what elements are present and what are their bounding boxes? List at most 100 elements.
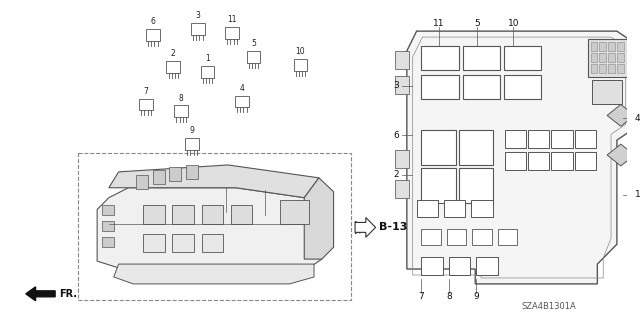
Bar xyxy=(201,66,214,78)
Bar xyxy=(459,130,493,165)
Text: 9: 9 xyxy=(189,126,195,135)
Polygon shape xyxy=(355,218,376,237)
Text: 7: 7 xyxy=(419,292,424,301)
Bar xyxy=(608,64,615,73)
Bar xyxy=(463,46,500,70)
Bar xyxy=(172,204,194,225)
Bar xyxy=(102,221,114,231)
Bar xyxy=(608,42,615,51)
Bar xyxy=(166,61,180,73)
Polygon shape xyxy=(607,144,634,166)
Bar xyxy=(422,130,456,165)
Bar xyxy=(172,234,194,252)
Bar xyxy=(599,42,606,51)
Bar xyxy=(608,53,615,62)
Text: 11: 11 xyxy=(433,19,445,28)
Bar xyxy=(395,150,409,168)
Bar xyxy=(202,234,223,252)
Text: 10: 10 xyxy=(296,47,305,56)
Bar xyxy=(447,229,467,245)
Bar xyxy=(552,130,573,148)
Text: 2: 2 xyxy=(171,49,176,58)
Bar xyxy=(575,130,596,148)
Bar xyxy=(617,53,624,62)
Bar xyxy=(153,170,164,184)
Text: 6: 6 xyxy=(150,17,156,26)
Bar xyxy=(417,200,438,218)
Bar xyxy=(422,257,443,275)
Bar xyxy=(139,99,153,110)
Polygon shape xyxy=(407,31,632,284)
Polygon shape xyxy=(114,264,314,284)
Text: 5: 5 xyxy=(251,39,256,48)
Text: 4: 4 xyxy=(634,114,640,123)
Text: 8: 8 xyxy=(179,93,184,102)
Bar xyxy=(575,152,596,170)
Polygon shape xyxy=(304,178,333,259)
Bar xyxy=(599,64,606,73)
Bar xyxy=(202,204,223,225)
Bar xyxy=(143,234,164,252)
Bar xyxy=(476,257,498,275)
Text: FR.: FR. xyxy=(59,289,77,299)
Bar xyxy=(280,200,309,225)
Bar xyxy=(395,180,409,198)
Text: 7: 7 xyxy=(143,86,148,96)
Bar xyxy=(231,204,252,225)
Bar xyxy=(449,257,470,275)
Bar xyxy=(185,138,199,150)
Bar xyxy=(463,75,500,99)
Text: 5: 5 xyxy=(474,19,480,28)
Bar xyxy=(444,200,465,218)
Bar xyxy=(504,46,541,70)
Bar xyxy=(422,229,441,245)
Bar xyxy=(170,167,181,181)
Text: 3: 3 xyxy=(393,81,399,90)
Bar xyxy=(528,130,550,148)
Bar xyxy=(174,106,188,117)
Bar xyxy=(591,42,597,51)
Bar xyxy=(186,165,198,179)
Bar xyxy=(593,80,622,105)
Text: B-13: B-13 xyxy=(380,222,408,233)
Text: 10: 10 xyxy=(508,19,519,28)
Bar xyxy=(599,53,606,62)
Bar xyxy=(146,29,159,41)
Bar xyxy=(617,42,624,51)
Bar xyxy=(395,51,409,69)
Bar xyxy=(552,152,573,170)
Bar xyxy=(498,229,517,245)
Bar xyxy=(143,204,164,225)
Bar xyxy=(294,59,307,71)
Text: 1: 1 xyxy=(205,54,210,63)
Text: SZA4B1301A: SZA4B1301A xyxy=(521,302,576,311)
Bar xyxy=(235,96,248,108)
Bar xyxy=(225,27,239,39)
Bar xyxy=(528,152,550,170)
Bar xyxy=(617,64,624,73)
Text: 9: 9 xyxy=(474,292,479,301)
Text: 11: 11 xyxy=(227,15,237,24)
Bar xyxy=(504,130,526,148)
Bar xyxy=(471,200,493,218)
Bar xyxy=(395,76,409,93)
Bar xyxy=(191,23,205,35)
Bar xyxy=(136,175,148,189)
Polygon shape xyxy=(355,221,369,234)
Bar xyxy=(504,75,541,99)
Text: 1: 1 xyxy=(634,190,640,199)
Bar xyxy=(422,46,459,70)
Text: 4: 4 xyxy=(239,84,244,93)
Bar xyxy=(246,51,260,63)
Polygon shape xyxy=(607,105,634,126)
Polygon shape xyxy=(109,165,319,198)
Bar xyxy=(422,75,459,99)
Bar xyxy=(102,204,114,214)
Bar xyxy=(102,237,114,247)
Polygon shape xyxy=(97,188,322,271)
Bar xyxy=(77,153,351,300)
Text: 6: 6 xyxy=(393,131,399,140)
Bar xyxy=(588,39,628,77)
FancyArrow shape xyxy=(26,287,55,301)
Bar xyxy=(591,53,597,62)
